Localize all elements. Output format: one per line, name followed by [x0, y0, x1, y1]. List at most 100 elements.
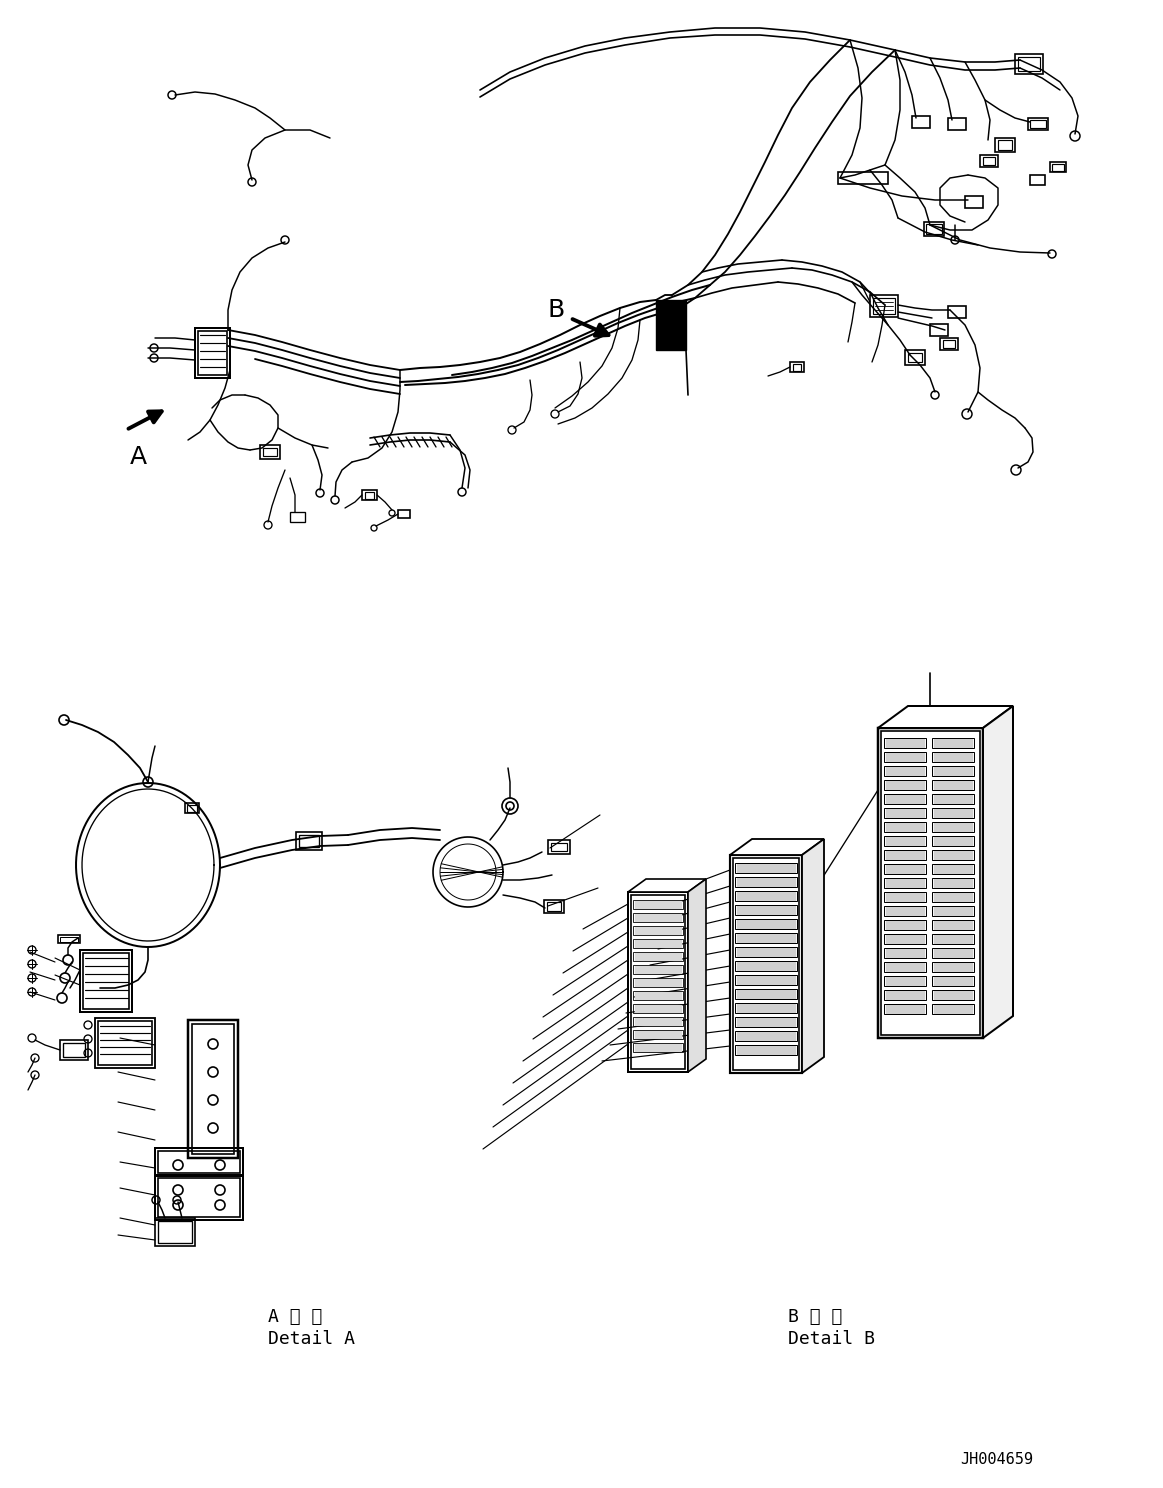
- Bar: [633, 978, 683, 987]
- Bar: [633, 939, 683, 948]
- Bar: [547, 902, 561, 911]
- Bar: [934, 978, 972, 985]
- Bar: [934, 766, 972, 775]
- Bar: [886, 934, 923, 943]
- Bar: [735, 1016, 797, 1027]
- Bar: [884, 836, 926, 847]
- Polygon shape: [730, 839, 825, 856]
- Bar: [886, 823, 923, 830]
- Bar: [632, 894, 685, 1068]
- Bar: [299, 835, 319, 847]
- Bar: [155, 1176, 243, 1220]
- Bar: [884, 878, 926, 888]
- Bar: [635, 1018, 682, 1025]
- Bar: [633, 1004, 683, 1013]
- Bar: [932, 934, 973, 943]
- Bar: [932, 865, 973, 873]
- Bar: [983, 158, 996, 165]
- Bar: [884, 780, 926, 790]
- Bar: [886, 1004, 923, 1013]
- Bar: [932, 821, 973, 832]
- Bar: [735, 946, 797, 957]
- Bar: [635, 914, 682, 921]
- Bar: [633, 1043, 683, 1052]
- Bar: [633, 952, 683, 961]
- Bar: [884, 766, 926, 777]
- Bar: [60, 1040, 88, 1059]
- Bar: [635, 1031, 682, 1039]
- Bar: [932, 990, 973, 1000]
- Bar: [873, 298, 896, 314]
- Bar: [1030, 176, 1046, 185]
- Bar: [158, 1152, 240, 1173]
- Bar: [882, 731, 980, 1036]
- Bar: [934, 1004, 972, 1013]
- Bar: [943, 339, 955, 348]
- Bar: [934, 795, 972, 804]
- Bar: [158, 1222, 192, 1242]
- Bar: [633, 914, 683, 923]
- Bar: [884, 865, 926, 873]
- Bar: [737, 1033, 795, 1040]
- Bar: [932, 836, 973, 847]
- Bar: [290, 512, 305, 522]
- Bar: [932, 780, 973, 790]
- Bar: [83, 952, 129, 1009]
- Bar: [886, 893, 923, 902]
- Bar: [544, 900, 564, 914]
- Bar: [398, 510, 411, 518]
- Bar: [1015, 54, 1043, 74]
- Bar: [839, 173, 889, 185]
- Bar: [886, 963, 923, 972]
- Bar: [886, 851, 923, 859]
- Bar: [198, 330, 227, 375]
- Bar: [884, 850, 926, 860]
- Bar: [886, 781, 923, 789]
- Polygon shape: [983, 705, 1013, 1039]
- Bar: [934, 963, 972, 972]
- Bar: [735, 990, 797, 998]
- Bar: [934, 879, 972, 887]
- Bar: [98, 1021, 152, 1065]
- Bar: [932, 906, 973, 917]
- Bar: [633, 926, 683, 934]
- Bar: [635, 966, 682, 973]
- Bar: [635, 940, 682, 946]
- Bar: [737, 963, 795, 970]
- Bar: [1028, 118, 1048, 129]
- Bar: [932, 920, 973, 930]
- Text: Detail B: Detail B: [789, 1330, 875, 1348]
- Text: Detail A: Detail A: [267, 1330, 355, 1348]
- Bar: [905, 350, 925, 365]
- Bar: [737, 865, 795, 872]
- Bar: [1030, 121, 1046, 128]
- Bar: [886, 753, 923, 760]
- Bar: [733, 859, 799, 1070]
- Bar: [735, 961, 797, 972]
- Bar: [737, 878, 795, 885]
- Bar: [886, 991, 923, 998]
- Bar: [633, 966, 683, 975]
- Bar: [908, 353, 922, 362]
- Bar: [932, 1004, 973, 1013]
- Bar: [932, 891, 973, 902]
- Bar: [884, 990, 926, 1000]
- Text: JH004659: JH004659: [959, 1452, 1033, 1467]
- Bar: [737, 976, 795, 984]
- Bar: [735, 1045, 797, 1055]
- Bar: [940, 338, 958, 350]
- Text: B 詳 細: B 詳 細: [789, 1308, 842, 1326]
- Bar: [886, 908, 923, 915]
- Bar: [737, 906, 795, 914]
- Bar: [1053, 164, 1064, 171]
- Bar: [1018, 57, 1040, 71]
- Polygon shape: [802, 839, 825, 1073]
- Bar: [633, 900, 683, 909]
- Bar: [187, 805, 197, 812]
- Bar: [80, 949, 131, 1012]
- Bar: [996, 138, 1015, 152]
- Bar: [934, 836, 972, 845]
- Bar: [934, 991, 972, 998]
- Bar: [932, 948, 973, 958]
- Bar: [735, 933, 797, 943]
